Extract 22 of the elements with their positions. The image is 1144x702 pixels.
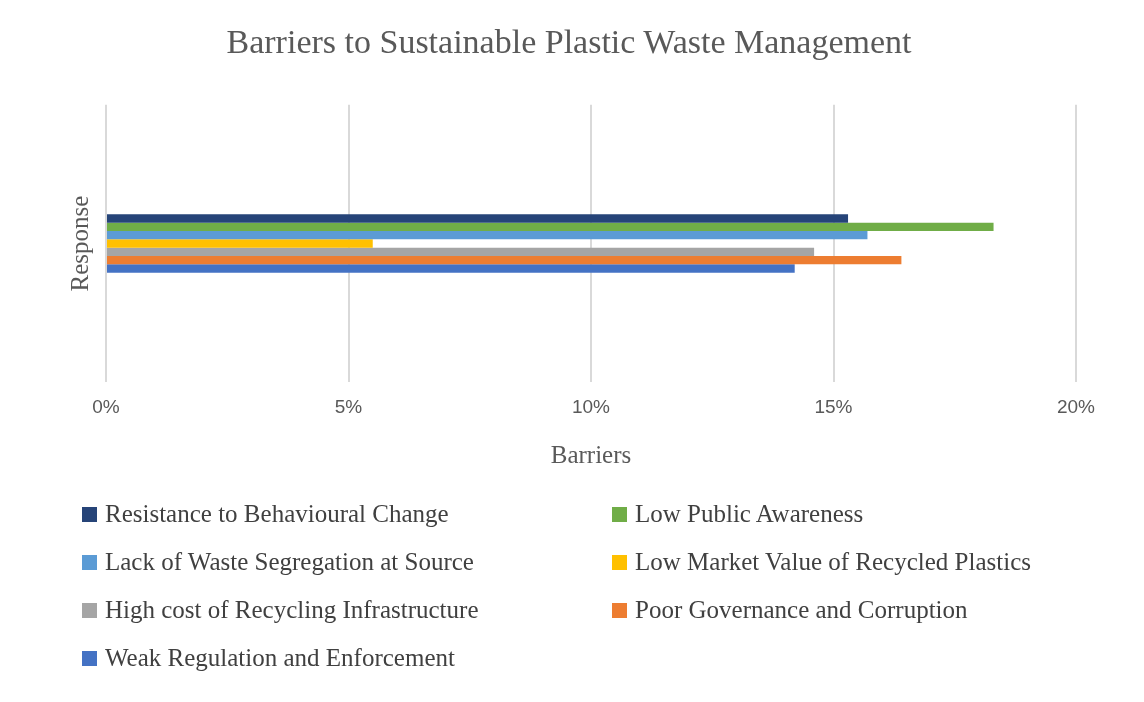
bar — [107, 231, 868, 240]
x-tick-label: 15% — [814, 395, 853, 417]
bar — [107, 255, 902, 265]
x-tick-label: 0% — [92, 395, 120, 417]
x-tick-label: 10% — [571, 395, 611, 417]
bar — [107, 264, 795, 273]
legend-label: Low Public Awareness — [635, 500, 864, 528]
x-tick-label: 5% — [334, 395, 363, 417]
legend-label: High cost of Recycling Infrastructure — [105, 596, 479, 624]
bar — [107, 239, 373, 248]
bar — [107, 222, 994, 232]
legend-label: Poor Governance and Corruption — [635, 596, 968, 624]
bar — [107, 247, 815, 256]
legend-label: Low Market Value of Recycled Plastics — [635, 548, 1031, 576]
y-axis-title: Response — [65, 195, 93, 292]
x-axis-title: Barriers — [550, 440, 632, 468]
x-tick-label: 20% — [1056, 395, 1096, 417]
bar — [107, 214, 849, 223]
legend-label: Weak Regulation and Enforcement — [105, 644, 455, 672]
legend-label: Lack of Waste Segregation at Source — [105, 548, 474, 576]
chart-title: Barriers to Sustainable Plastic Waste Management — [226, 23, 913, 61]
legend-label: Resistance to Behavioural Change — [105, 500, 449, 528]
